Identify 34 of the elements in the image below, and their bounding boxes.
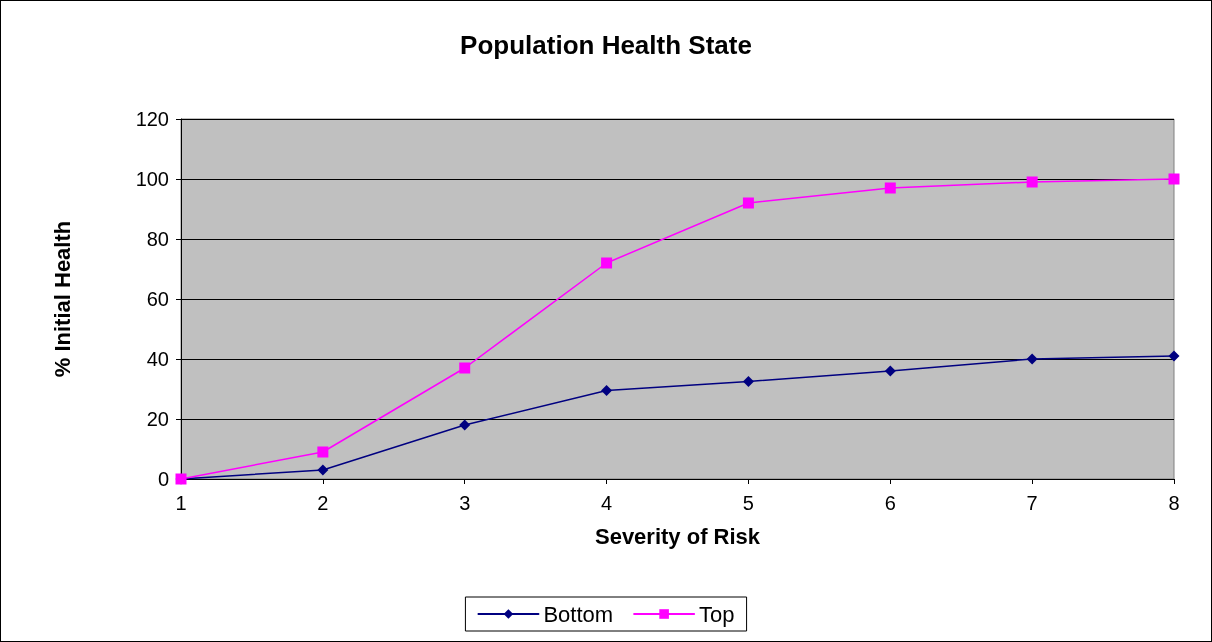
x-axis-title: Severity of Risk: [594, 523, 761, 549]
y-axis-title: % Initial Health: [49, 220, 75, 378]
x-tick-label: 2: [317, 492, 329, 514]
legend-label: Top: [699, 601, 735, 627]
point: [742, 376, 754, 387]
y-tick-label: 0: [157, 468, 169, 490]
legend-label: Bottom: [543, 601, 614, 627]
point: [601, 385, 613, 396]
point: [742, 197, 754, 209]
x-tick-label: 1: [175, 492, 187, 514]
point: [1168, 173, 1180, 185]
point: [317, 464, 329, 476]
point: [1026, 353, 1038, 365]
point: [459, 419, 471, 431]
x-tick-label: 6: [884, 492, 896, 514]
x-tick-label: 8: [1168, 492, 1180, 514]
point: [1026, 176, 1038, 188]
point: [317, 446, 329, 458]
y-tick-label: 100: [135, 168, 169, 190]
point: [1168, 350, 1180, 362]
point: [601, 257, 613, 269]
point: [884, 182, 896, 194]
point: [884, 365, 896, 377]
y-tick-label: 60: [146, 288, 169, 310]
x-tick-label: 5: [742, 492, 754, 514]
point: [459, 362, 471, 374]
y-tick-label: 40: [146, 348, 169, 370]
y-tick-label: 80: [146, 228, 169, 250]
x-tick-label: 4: [601, 492, 613, 514]
y-tick-label: 120: [135, 108, 169, 130]
x-tick-label: 7: [1026, 492, 1038, 514]
x-tick-label: 3: [459, 492, 471, 514]
y-tick-label: 20: [146, 408, 169, 430]
chart-title: Population Health State: [460, 30, 752, 60]
